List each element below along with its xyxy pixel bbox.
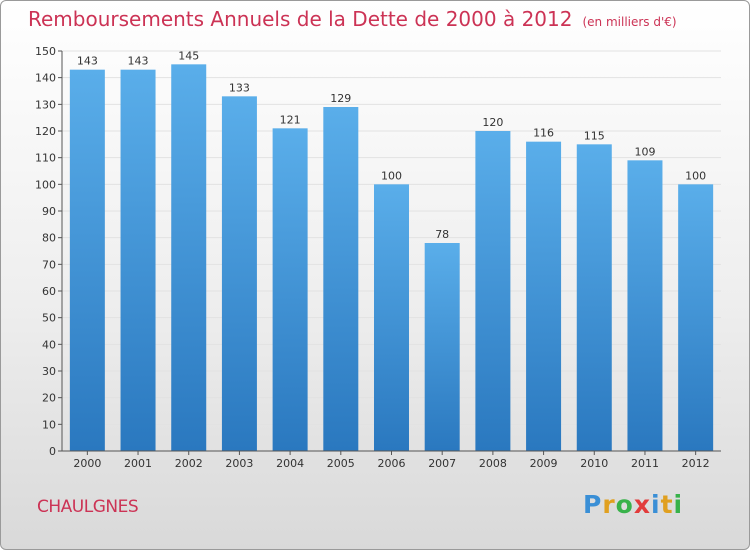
x-tick-label: 2011	[631, 457, 659, 470]
y-tick-label: 80	[42, 232, 56, 245]
title-unit: (en milliers d'€)	[582, 15, 677, 29]
bar-2012	[678, 184, 714, 452]
value-label: 133	[229, 81, 250, 94]
y-tick-label: 150	[35, 45, 56, 58]
value-label: 121	[280, 113, 301, 126]
proxiti-logo[interactable]: Proxiti	[583, 490, 684, 519]
value-label: 115	[584, 129, 605, 142]
y-tick-label: 100	[35, 178, 56, 191]
value-label: 100	[381, 169, 402, 182]
bar-2005	[323, 107, 359, 451]
value-label: 78	[435, 228, 449, 241]
bar-2007	[424, 243, 460, 451]
y-tick-label: 70	[42, 258, 56, 271]
city-name: CHAULGNES	[37, 497, 139, 517]
chart-title: Remboursements Annuels de la Dette de 20…	[28, 7, 677, 31]
bar-chart: 0 10 20 30 40 50 60 70 80 90 100 110 120 130 140 150 200…	[35, 45, 721, 470]
bar-2010	[576, 144, 612, 452]
x-tick-label: 2008	[479, 457, 507, 470]
bar-2009	[526, 141, 562, 451]
value-label: 120	[482, 116, 503, 129]
bar-2000	[69, 69, 105, 452]
y-tick-label: 30	[42, 365, 56, 378]
value-label: 100	[685, 169, 706, 182]
value-label: 129	[330, 92, 351, 105]
y-tick-label: 0	[49, 445, 56, 458]
value-label: 145	[178, 49, 199, 62]
y-tick-label: 40	[42, 338, 56, 351]
x-tick-label: 2006	[378, 457, 406, 470]
y-tick-label: 10	[42, 418, 56, 431]
y-tick-label: 50	[42, 312, 56, 325]
x-tick-label: 2012	[682, 457, 710, 470]
bar-2001	[120, 69, 156, 452]
x-tick-label: 2000	[73, 457, 101, 470]
x-tick-label: 2007	[428, 457, 456, 470]
value-label: 143	[128, 55, 149, 68]
bar-2003	[221, 96, 257, 451]
bar-2006	[374, 184, 409, 452]
y-tick-label: 130	[35, 98, 56, 111]
y-tick-label: 20	[42, 392, 56, 405]
x-tick-label: 2003	[225, 457, 253, 470]
bar-2011	[627, 160, 663, 452]
value-label: 143	[77, 55, 98, 68]
x-tick-label: 2009	[530, 457, 558, 470]
x-tick-label: 2010	[580, 457, 608, 470]
y-tick-label: 120	[35, 125, 56, 138]
bar-2002	[171, 64, 207, 452]
x-tick-label: 2002	[175, 457, 203, 470]
value-label: 116	[533, 127, 554, 140]
title-text: Remboursements Annuels de la Dette de 20…	[28, 7, 573, 31]
x-tick-label: 2004	[276, 457, 304, 470]
bar-2008	[475, 131, 511, 451]
y-tick-label: 60	[42, 285, 56, 298]
y-tick-label: 90	[42, 205, 56, 218]
y-tick-label: 110	[35, 152, 56, 165]
value-label: 109	[634, 145, 655, 158]
x-tick-label: 2001	[124, 457, 152, 470]
x-tick-label: 2005	[327, 457, 355, 470]
bar-2004	[272, 128, 308, 451]
y-tick-label: 140	[35, 72, 56, 85]
